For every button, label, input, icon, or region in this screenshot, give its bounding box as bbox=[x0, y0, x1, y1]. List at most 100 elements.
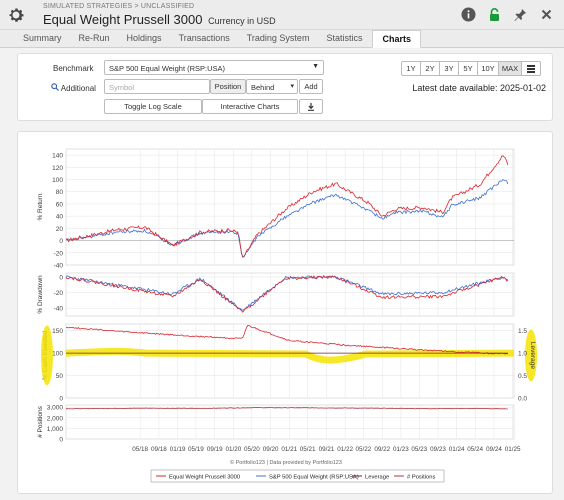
strategy-name: Equal Weight Prussell 3000 bbox=[43, 12, 203, 27]
tab-rerun[interactable]: Re-Run bbox=[78, 33, 110, 43]
legend-item: Leverage bbox=[365, 475, 389, 481]
y-tick-label: 40 bbox=[56, 214, 64, 221]
y-tick-label: 150 bbox=[52, 328, 63, 335]
y-tick-label: 1,000 bbox=[47, 426, 64, 433]
y-tick-label: 3,000 bbox=[47, 405, 64, 412]
breadcrumb[interactable]: SIMULATED STRATEGIES > UNCLASSIFIED bbox=[43, 3, 195, 10]
y-tick-label: 100 bbox=[52, 177, 63, 184]
performance-chart[interactable]: -40 -20 0 20 40 60 80 100 120 140 % Return -40 -20 0%… bbox=[18, 132, 554, 495]
position-label: Position bbox=[210, 79, 246, 94]
y-tick-label: 20 bbox=[56, 226, 64, 233]
highlight-band bbox=[65, 347, 515, 364]
range-10y[interactable]: 10Y bbox=[477, 61, 499, 76]
plot-area bbox=[65, 323, 515, 399]
x-tick-label: 05/18 bbox=[132, 446, 148, 453]
y-tick-label: 100 bbox=[52, 351, 63, 358]
tab-charts[interactable]: Charts bbox=[372, 30, 421, 48]
legend-item: Equal Weight Prussell 3000 bbox=[169, 475, 240, 481]
y-axis-label: # Positions bbox=[37, 405, 44, 438]
x-tick-label: 09/18 bbox=[151, 446, 167, 453]
table-view-button[interactable] bbox=[521, 61, 541, 76]
symbol-input[interactable]: Symbol bbox=[104, 79, 210, 94]
y-axis-label: % Drawdown bbox=[37, 275, 44, 314]
tab-holdings[interactable]: Holdings bbox=[126, 33, 162, 43]
toggle-log-scale-button[interactable]: Toggle Log Scale bbox=[104, 99, 202, 114]
info-icon[interactable] bbox=[461, 7, 476, 22]
y-tick-label: 80 bbox=[56, 189, 64, 196]
pin-icon[interactable] bbox=[513, 7, 528, 22]
y2-tick-label: 0.5 bbox=[518, 373, 527, 380]
tab-summary[interactable]: Summary bbox=[23, 33, 62, 43]
series-line-secondary bbox=[65, 179, 509, 258]
gear-icon[interactable] bbox=[6, 5, 26, 25]
series-line-primary bbox=[65, 155, 509, 258]
y-tick-label: 120 bbox=[52, 165, 63, 172]
y-tick-label: 0 bbox=[59, 396, 63, 403]
legend-item: # Positions bbox=[407, 475, 435, 481]
y-tick-label: 0 bbox=[59, 274, 63, 281]
x-tick-label: 09/23 bbox=[430, 446, 446, 453]
x-tick-label: 01/22 bbox=[337, 446, 353, 453]
y-tick-label: -40 bbox=[54, 306, 64, 313]
page-title: Equal Weight Prussell 3000 Currency in U… bbox=[43, 12, 276, 27]
range-2y[interactable]: 2Y bbox=[420, 61, 440, 76]
y-tick-label: 0 bbox=[59, 238, 63, 245]
add-button[interactable]: Add bbox=[299, 79, 323, 94]
y-tick-label: 50 bbox=[56, 373, 64, 380]
x-tick-label: 01/21 bbox=[281, 446, 297, 453]
chart-panel: -40 -20 0 20 40 60 80 100 120 140 % Return -40 -20 0%… bbox=[17, 131, 553, 494]
x-tick-label: 05/23 bbox=[411, 446, 427, 453]
caret-down-icon: ▾ bbox=[290, 83, 294, 90]
range-buttons: 1Y 2Y 3Y 5Y 10Y MAX bbox=[401, 61, 541, 76]
series-line-secondary bbox=[65, 275, 508, 311]
x-tick-label: 01/23 bbox=[393, 446, 409, 453]
tab-trading-system[interactable]: Trading System bbox=[246, 33, 310, 43]
app-header: SIMULATED STRATEGIES > UNCLASSIFIED Equa… bbox=[0, 0, 564, 30]
y2-tick-label: 0.0 bbox=[518, 396, 527, 403]
chart-panel-4: 0 1,000 2,000 3,000# Positions bbox=[37, 404, 515, 444]
download-button[interactable] bbox=[299, 99, 323, 114]
x-tick-label: 09/24 bbox=[486, 446, 502, 453]
y-tick-label: 140 bbox=[52, 153, 63, 160]
y-tick-label: -20 bbox=[54, 290, 64, 297]
legend-item: S&P 500 Equal Weight (RSP:USA) bbox=[269, 475, 359, 481]
caret-down-icon: ▼ bbox=[312, 63, 319, 70]
range-1y[interactable]: 1Y bbox=[401, 61, 421, 76]
interactive-charts-button[interactable]: Interactive Charts bbox=[202, 99, 298, 114]
table-icon bbox=[527, 65, 535, 73]
controls-panel: Benchmark S&P 500 Equal Weight (RSP:USA)… bbox=[17, 53, 553, 121]
plot-area bbox=[65, 148, 515, 266]
x-tick-label: 09/22 bbox=[374, 446, 390, 453]
range-3y[interactable]: 3Y bbox=[439, 61, 459, 76]
additional-label: Additional bbox=[51, 83, 96, 93]
y2-tick-label: 1.0 bbox=[518, 351, 527, 358]
y-tick-label: 0 bbox=[59, 437, 63, 444]
close-icon[interactable] bbox=[539, 7, 554, 22]
tab-transactions[interactable]: Transactions bbox=[178, 33, 230, 43]
plot-area bbox=[65, 404, 515, 440]
x-tick-label: 05/21 bbox=[300, 446, 316, 453]
range-5y[interactable]: 5Y bbox=[458, 61, 478, 76]
credit-text: © Portfolio123 | Data provided by Portfo… bbox=[230, 459, 342, 466]
position-select[interactable]: Behind ▾ bbox=[246, 79, 298, 94]
benchmark-value: S&P 500 Equal Weight (RSP:USA) bbox=[109, 64, 226, 73]
legend-box bbox=[150, 469, 445, 483]
tab-statistics[interactable]: Statistics bbox=[326, 33, 363, 43]
x-tick-label: 01/25 bbox=[505, 446, 521, 453]
x-tick-label: 05/22 bbox=[356, 446, 372, 453]
chart-legend: Equal Weight Prussell 3000 S&P 500 Equal … bbox=[150, 469, 445, 483]
range-max[interactable]: MAX bbox=[498, 61, 522, 76]
x-tick-label: 05/19 bbox=[188, 446, 204, 453]
series-line-primary bbox=[66, 407, 508, 410]
series-line-primary bbox=[65, 324, 509, 355]
chart-panel-1: -40 -20 0 20 40 60 80 100 120 140 % Return bbox=[37, 148, 515, 270]
y-tick-label: -20 bbox=[54, 250, 64, 257]
x-tick-label: 01/19 bbox=[170, 446, 186, 453]
tab-bar: Summary Re-Run Holdings Transactions Tra… bbox=[0, 30, 564, 48]
lock-icon[interactable] bbox=[487, 7, 502, 22]
benchmark-select[interactable]: S&P 500 Equal Weight (RSP:USA) ▼ bbox=[104, 60, 324, 75]
y-tick-label: 60 bbox=[56, 201, 64, 208]
x-tick-label: 01/20 bbox=[225, 446, 241, 453]
y-axis-label: % Return bbox=[37, 193, 44, 220]
